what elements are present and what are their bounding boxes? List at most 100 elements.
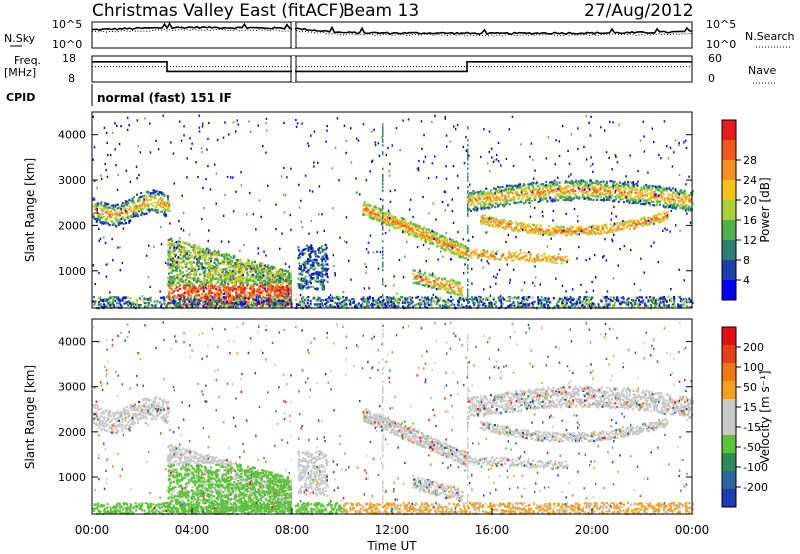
- range-cell: [422, 279, 424, 281]
- range-cell: [554, 262, 556, 264]
- range-cell: [169, 247, 171, 249]
- range-cell: [550, 256, 552, 258]
- range-cell: [287, 279, 289, 281]
- range-cell: [688, 198, 690, 200]
- range-cell: [591, 229, 593, 231]
- range-cell: [96, 221, 98, 223]
- range-cell: [251, 294, 253, 296]
- range-cell: [410, 299, 412, 301]
- range-cell: [316, 275, 318, 277]
- range-cell: [308, 246, 310, 248]
- range-cell: [269, 290, 271, 292]
- range-cell: [322, 256, 324, 258]
- range-cell: [462, 286, 464, 288]
- range-cell: [466, 254, 468, 256]
- range-cell: [198, 268, 200, 270]
- range-cell: [253, 267, 255, 269]
- range-cell: [591, 233, 593, 235]
- range-cell: [529, 202, 531, 204]
- range-cell: [209, 296, 211, 298]
- range-cell: [537, 253, 539, 255]
- range-cell: [508, 255, 510, 257]
- range-cell: [662, 216, 664, 218]
- range-cell: [430, 282, 432, 284]
- range-cell: [167, 195, 169, 197]
- range-cell: [246, 270, 248, 272]
- data-gap: [292, 22, 295, 48]
- range-cell: [191, 270, 193, 272]
- nsearch-tick-bottom: 10^0: [706, 38, 736, 51]
- range-cell: [198, 246, 200, 248]
- range-cell: [235, 279, 237, 281]
- range-cell: [139, 200, 141, 202]
- range-cell: [256, 289, 258, 291]
- range-cell: [176, 274, 178, 276]
- range-cell: [312, 264, 314, 266]
- range-cell: [174, 278, 176, 280]
- range-cell: [208, 269, 210, 271]
- range-cell: [261, 271, 263, 273]
- range-cell: [529, 257, 531, 259]
- range-cell: [567, 190, 569, 192]
- range-cell: [314, 259, 316, 261]
- range-cell: [184, 247, 186, 249]
- range-cell: [651, 201, 653, 203]
- range-cell: [525, 188, 527, 190]
- range-cell: [458, 244, 460, 246]
- range-cell: [189, 261, 191, 263]
- range-cell: [155, 193, 157, 195]
- range-cell: [195, 272, 197, 274]
- range-cell: [169, 279, 171, 281]
- range-cell: [284, 280, 286, 282]
- range-cell: [281, 290, 283, 292]
- range-cell: [646, 195, 648, 197]
- range-cell: [208, 272, 210, 274]
- range-cell: [141, 204, 143, 206]
- range-cell: [611, 229, 613, 231]
- range-cell: [386, 219, 388, 221]
- range-cell: [173, 243, 175, 245]
- range-cell: [601, 232, 603, 234]
- range-cell: [635, 192, 637, 194]
- range-cell: [510, 253, 512, 255]
- range-cell: [511, 188, 513, 190]
- range-cell: [204, 269, 206, 271]
- range-cell: [459, 284, 461, 286]
- range-cell: [588, 197, 590, 199]
- range-cell: [326, 255, 328, 257]
- range-cell: [638, 220, 640, 222]
- range-cell: [676, 191, 678, 193]
- range-cell: [502, 186, 504, 188]
- range-cell: [555, 258, 557, 260]
- range-cell: [606, 184, 608, 186]
- range-cell: [423, 226, 425, 228]
- range-cell: [316, 277, 318, 279]
- range-cell: [232, 272, 234, 274]
- range-cell: [196, 292, 198, 294]
- range-cell: [494, 226, 496, 228]
- range-cell: [526, 193, 528, 195]
- range-cell: [554, 180, 556, 182]
- range-cell: [160, 206, 162, 208]
- range-cell: [404, 230, 406, 232]
- range-cell: [167, 264, 169, 266]
- range-cell: [166, 202, 168, 204]
- range-cell: [141, 212, 143, 214]
- range-cell: [171, 285, 173, 287]
- range-cell: [523, 184, 525, 186]
- range-cell: [553, 257, 555, 259]
- range-cell: [609, 190, 611, 192]
- range-cell: [225, 271, 227, 273]
- range-cell: [271, 271, 273, 273]
- range-cell: [304, 252, 306, 254]
- range-cell: [279, 290, 281, 292]
- range-cell: [305, 276, 307, 278]
- range-cell: [526, 191, 528, 193]
- range-cell: [130, 209, 132, 211]
- range-cell: [661, 195, 663, 197]
- range-cell: [309, 280, 311, 282]
- range-cell: [615, 196, 617, 198]
- range-cell: [209, 290, 211, 292]
- range-cell: [158, 191, 160, 193]
